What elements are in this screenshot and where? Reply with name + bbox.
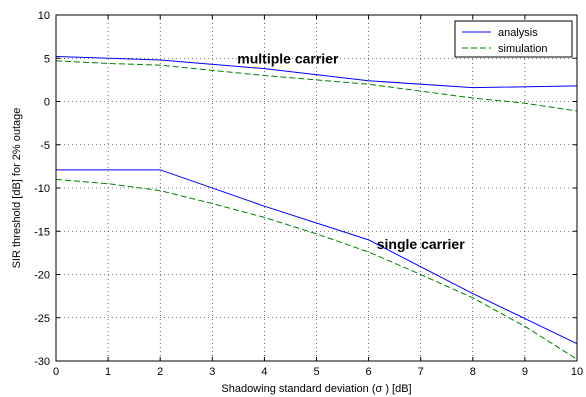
x-tick-label: 1 <box>105 366 111 378</box>
y-tick-label: 5 <box>44 53 50 65</box>
legend-label-simulation: simulation <box>498 43 548 55</box>
x-tick-label: 4 <box>261 366 267 378</box>
x-tick-label: 8 <box>470 366 476 378</box>
x-tick-label: 6 <box>366 366 372 378</box>
x-axis-label: Shadowing standard deviation (σ ) [dB] <box>221 383 411 395</box>
annotations: multiple carrier single carrier <box>237 50 465 252</box>
y-tick-label: -25 <box>34 313 50 325</box>
series-line-single-carrier-analysis <box>56 169 578 345</box>
x-tick-label: 10 <box>571 366 583 378</box>
legend-label-analysis: analysis <box>498 27 538 39</box>
y-tick-label: -10 <box>34 183 50 195</box>
y-tick-label: 10 <box>38 10 50 22</box>
legend-box <box>454 20 573 58</box>
annotation-label: single carrier <box>377 236 465 252</box>
series-line-multiple-carrier-analysis <box>55 56 578 89</box>
x-tick-label: 0 <box>53 366 59 378</box>
y-tick-label: -15 <box>34 226 50 238</box>
x-tick-label: 5 <box>313 366 319 378</box>
y-tick-label: -30 <box>34 356 50 368</box>
y-tick-label: -5 <box>40 140 50 152</box>
axis-ticks: 0 1 2 3 4 5 6 7 8 9 10 -30 -25 -20 -15 -10 -5 0 5 10 <box>34 10 583 378</box>
grid <box>56 15 577 361</box>
legend: analysis simulation <box>454 20 573 58</box>
x-tick-label: 3 <box>209 366 215 378</box>
y-tick-label: 0 <box>44 97 50 109</box>
series-line-single-carrier-simulation <box>55 178 578 360</box>
y-axis-label: SIR threshold [dB] for 2% outage <box>11 108 23 269</box>
y-tick-label: -20 <box>34 270 50 282</box>
series-lines <box>55 56 578 360</box>
x-tick-label: 2 <box>157 366 163 378</box>
series-line-multiple-carrier-simulation <box>55 60 578 112</box>
x-tick-label: 7 <box>418 366 424 378</box>
x-tick-label: 9 <box>522 366 528 378</box>
annotation-label: multiple carrier <box>237 50 339 66</box>
